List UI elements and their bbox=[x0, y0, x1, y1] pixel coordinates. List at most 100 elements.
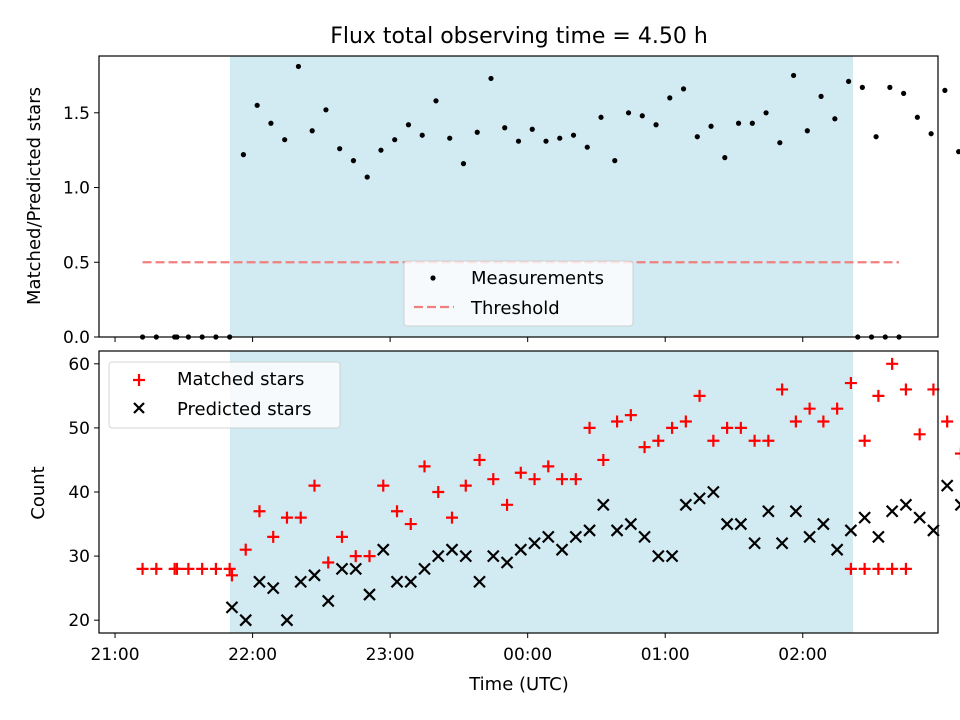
predicted-point bbox=[528, 536, 541, 550]
count-y-ticks: 20 30 40 50 60 bbox=[68, 355, 99, 631]
predicted-point bbox=[803, 530, 816, 544]
matched-point bbox=[239, 543, 252, 556]
predicted-point bbox=[376, 543, 390, 556]
predicted-legend-marker bbox=[133, 402, 145, 414]
predicted-point bbox=[954, 498, 960, 512]
predicted-point bbox=[927, 524, 940, 537]
measurement-point bbox=[405, 122, 412, 128]
predicted-point bbox=[610, 524, 624, 537]
measurement-point bbox=[474, 129, 480, 135]
predicted-point bbox=[762, 504, 775, 518]
ratio-panel-frame bbox=[98, 55, 939, 338]
measurement-point bbox=[942, 87, 948, 93]
threshold-legend-label: Threshold bbox=[470, 298, 560, 319]
predicted-point bbox=[390, 575, 404, 589]
predicted-point bbox=[363, 588, 376, 601]
matched-point bbox=[335, 530, 348, 543]
matched-point bbox=[611, 415, 624, 428]
measurement-point bbox=[777, 140, 783, 146]
matched-point bbox=[721, 421, 734, 434]
count-x-tick-label: 22:00 bbox=[228, 645, 277, 665]
matched-point bbox=[762, 434, 775, 447]
measurement-point bbox=[268, 120, 274, 126]
measurement-point bbox=[282, 137, 288, 143]
matched-point bbox=[886, 562, 899, 575]
count-legend: Matched stars Predicted stars bbox=[108, 361, 341, 429]
x-axis-label: Time (UTC) bbox=[468, 674, 569, 695]
measurement-point bbox=[570, 132, 577, 138]
count-marks bbox=[136, 357, 960, 627]
predicted-point bbox=[542, 530, 555, 544]
measurement-point bbox=[680, 86, 687, 92]
matched-point bbox=[182, 562, 195, 575]
predicted-point bbox=[913, 511, 926, 524]
matched-point bbox=[459, 479, 472, 492]
matched-point bbox=[267, 530, 280, 543]
matched-point bbox=[899, 383, 912, 396]
count-x-tick-label: 02:00 bbox=[778, 645, 827, 665]
measurements-legend-label: Measurements bbox=[471, 268, 604, 289]
matched-point bbox=[844, 377, 857, 390]
matched-point bbox=[872, 389, 885, 402]
measurement-point bbox=[240, 152, 247, 158]
matched-point bbox=[196, 562, 209, 575]
measurement-point bbox=[845, 78, 852, 85]
ratio-y-tick-label: 1.0 bbox=[63, 179, 90, 199]
measurement-point bbox=[639, 113, 645, 119]
predicted-point bbox=[569, 530, 583, 544]
predicted-point bbox=[349, 562, 363, 576]
matched-point bbox=[418, 460, 431, 473]
measurement-point bbox=[295, 63, 302, 70]
measurement-point bbox=[625, 110, 632, 116]
predicted-point bbox=[817, 517, 830, 531]
matched-point bbox=[391, 505, 404, 518]
matched-point bbox=[789, 415, 802, 428]
matched-point bbox=[858, 434, 871, 447]
matched-point bbox=[404, 518, 417, 531]
matched-point bbox=[776, 383, 789, 396]
measurement-point bbox=[694, 134, 700, 140]
matched-point bbox=[707, 434, 720, 447]
predicted-point bbox=[775, 536, 789, 550]
count-x-tick-label: 00:00 bbox=[503, 645, 552, 665]
measurement-point bbox=[447, 135, 453, 141]
ratio-y-tick-label: 0.5 bbox=[63, 253, 90, 273]
ratio-legend-box bbox=[403, 260, 634, 327]
predicted-point bbox=[638, 530, 651, 544]
ratio-y-tick-label: 0.0 bbox=[63, 328, 90, 348]
predicted-point bbox=[253, 575, 266, 589]
measurement-point bbox=[254, 102, 260, 108]
ratio-y-ticks: 0.0 0.5 1.0 1.5 bbox=[63, 104, 99, 348]
predicted-point bbox=[597, 498, 610, 512]
matched-point bbox=[569, 473, 582, 486]
predicted-point bbox=[239, 613, 252, 627]
predicted-point bbox=[321, 594, 335, 608]
count-y-tick-label: 50 bbox=[68, 419, 90, 439]
matched-point bbox=[858, 562, 871, 575]
measurement-point bbox=[378, 147, 384, 153]
matched-point bbox=[170, 562, 183, 575]
predicted-point bbox=[693, 492, 706, 505]
predicted-point bbox=[748, 536, 761, 550]
predicted-point bbox=[583, 524, 596, 537]
measurement-point bbox=[818, 93, 824, 99]
matched-point bbox=[899, 562, 912, 575]
matched-point bbox=[253, 505, 266, 518]
measurement-point bbox=[364, 174, 370, 180]
predicted-point bbox=[473, 575, 486, 589]
matched-point bbox=[308, 479, 321, 492]
ratio-y-tick-label: 1.5 bbox=[63, 104, 90, 124]
predicted-point bbox=[514, 543, 528, 556]
measurement-point bbox=[612, 158, 618, 164]
predicted-point bbox=[487, 549, 500, 563]
matched-point bbox=[432, 486, 445, 498]
count-panel: 20 30 40 50 60 21:00 22:00 23:00 00:00 01:00 02:0… bbox=[28, 350, 960, 695]
measurement-point bbox=[763, 110, 769, 116]
matched-point bbox=[734, 421, 747, 434]
matched-point bbox=[363, 550, 376, 563]
measurement-point bbox=[859, 84, 865, 90]
measurement-point bbox=[598, 114, 604, 120]
measurement-point bbox=[502, 125, 508, 131]
matched-point bbox=[349, 550, 362, 563]
